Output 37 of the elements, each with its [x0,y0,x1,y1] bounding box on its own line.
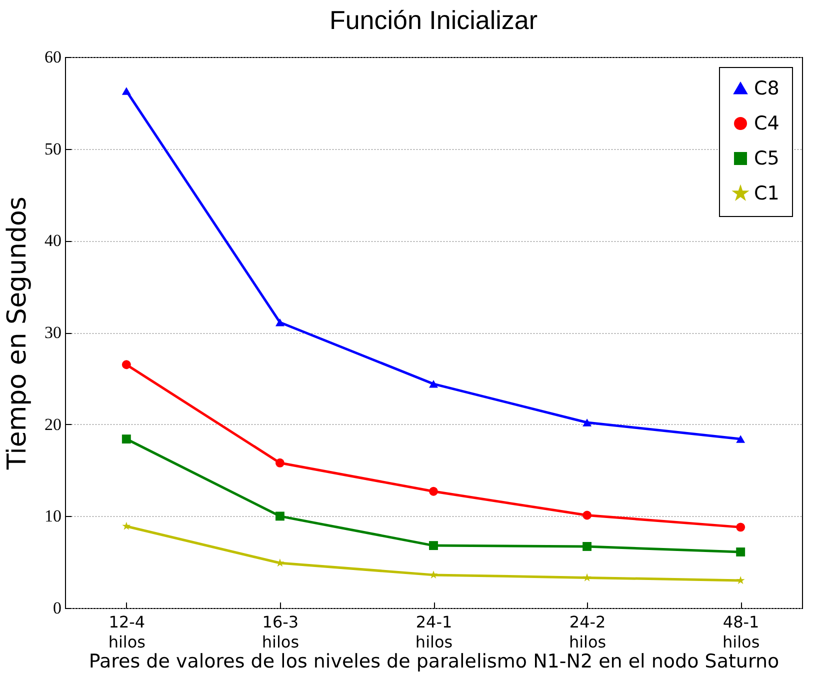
legend-label: C1 [754,182,780,204]
chart-title: Función Inicializar [329,5,538,35]
point [736,576,745,584]
x-axis-title: Pares de valores de los niveles de paralelismo N1-N2 en el nodo Saturno [88,650,780,672]
point [429,380,438,388]
y-tick-label: 30 [44,323,62,342]
point [582,542,592,551]
x-tick-label: 24-1 hilos [415,612,453,652]
point [122,87,131,95]
point [736,522,746,532]
y-axis-title: Tiempo en Segundos [2,196,32,470]
point [122,522,131,530]
y-tick-label: 60 [44,48,62,66]
point [275,318,284,326]
x-tick-label: 12-4 hilos [108,612,146,652]
point [429,486,438,496]
point [582,573,592,582]
x-tick-label: 24-2 hilos [568,612,606,652]
point [429,541,438,550]
y-tick-label: 10 [44,506,62,526]
point [582,418,592,426]
point [736,435,746,443]
point [122,434,131,444]
y-tick-label: 20 [44,414,62,434]
y-tick-label: 0 [53,598,62,618]
point [122,360,131,370]
point [275,512,284,521]
x-tick-label: 48-1 hilos [722,612,760,652]
legend-label: C5 [754,148,780,170]
x-tick-label: 16-3 hilos [262,612,300,652]
point [275,458,284,468]
point [582,510,592,520]
legend-label: C4 [754,112,780,134]
y-tick-label: 50 [44,139,62,158]
point [736,548,746,556]
legend-label: C8 [754,78,780,100]
y-tick-label: 40 [44,231,62,250]
